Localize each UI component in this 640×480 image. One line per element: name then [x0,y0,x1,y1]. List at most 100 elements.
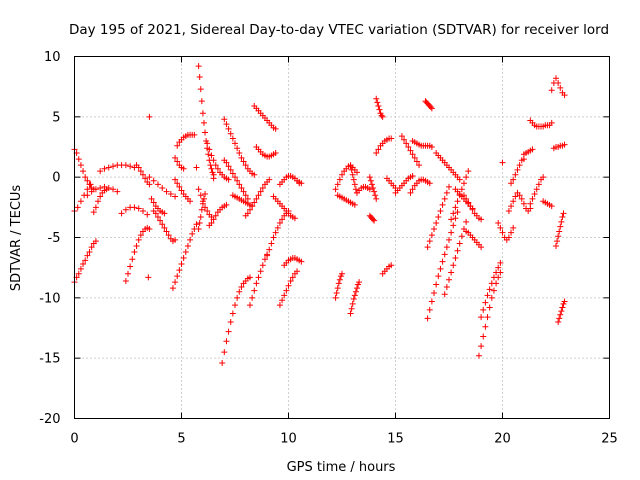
series-arc38 [347,279,363,317]
data-point [439,258,446,265]
data-point [163,228,170,235]
data-point [480,306,487,313]
data-point [334,285,341,292]
data-point [351,181,358,188]
data-point [165,232,172,239]
data-point [499,159,506,166]
x-tick-label: 5 [177,432,185,447]
data-point [556,315,563,322]
data-point [232,302,238,309]
data-point [371,217,378,224]
data-point [232,140,238,147]
data-point [456,240,463,247]
data-point [289,274,296,281]
data-point [372,192,379,199]
data-point [416,162,423,169]
data-point [77,198,84,205]
data-point [92,204,99,211]
data-point [146,226,153,233]
data-point [105,164,112,171]
data-point [172,176,179,183]
data-point [145,274,152,281]
data-point [251,171,258,178]
x-tick-label: 15 [387,432,404,447]
data-point [561,141,568,148]
data-point [482,323,489,330]
data-point [118,210,125,217]
data-point [253,280,260,287]
data-point [446,236,452,243]
data-point [187,198,194,205]
data-point [257,268,264,275]
data-point [401,136,408,143]
data-point [488,294,495,301]
data-point [135,164,142,171]
series-arc46 [383,175,399,192]
data-point [180,165,187,172]
data-point [351,292,358,299]
data-point [212,162,219,169]
data-point [144,211,151,218]
data-point [366,186,373,193]
series-arc68 [540,198,555,210]
data-point [234,177,241,184]
data-point [478,343,485,350]
data-point [261,256,268,263]
data-point [454,209,461,216]
data-point [356,279,363,286]
data-point [97,168,104,175]
data-point [172,279,179,286]
data-point [225,163,232,170]
series-arc7 [118,204,151,218]
data-point [435,273,442,280]
data-point [148,195,155,202]
data-point [433,281,440,288]
data-point [373,150,380,157]
data-point [332,294,339,301]
data-point [161,224,168,231]
data-point [251,199,258,206]
data-point [129,256,136,263]
data-point [206,146,213,153]
data-point [388,262,395,269]
data-point [378,112,385,119]
data-point [223,121,230,128]
data-point [558,308,565,315]
data-point [236,181,243,188]
data-point [97,193,104,200]
data-point [246,206,253,213]
data-point [281,292,288,299]
data-point [488,280,495,287]
series-arc42 [379,262,395,277]
data-point [229,310,236,317]
series-arc12 [148,195,168,217]
data-point [482,299,489,306]
data-point [370,185,377,192]
x-tick-label: 20 [494,432,511,447]
data-point [101,165,108,172]
data-point [367,177,374,184]
data-point [95,198,102,205]
data-point [154,213,161,220]
data-point [272,229,279,236]
data-point [172,236,179,243]
data-point [86,248,93,255]
data-point [458,233,465,240]
data-point [137,168,144,175]
data-point [460,192,467,199]
data-point [189,230,196,237]
data-point [348,305,355,312]
data-point [227,166,234,173]
data-point [296,180,303,187]
data-point [214,165,221,172]
data-point [195,63,202,70]
data-point [249,203,256,210]
data-point [223,159,230,166]
data-point [424,315,431,322]
data-point [229,170,236,177]
data-point [529,195,536,202]
data-point [266,246,273,253]
data-point [161,210,168,217]
y-tick-label: -20 [39,412,60,427]
